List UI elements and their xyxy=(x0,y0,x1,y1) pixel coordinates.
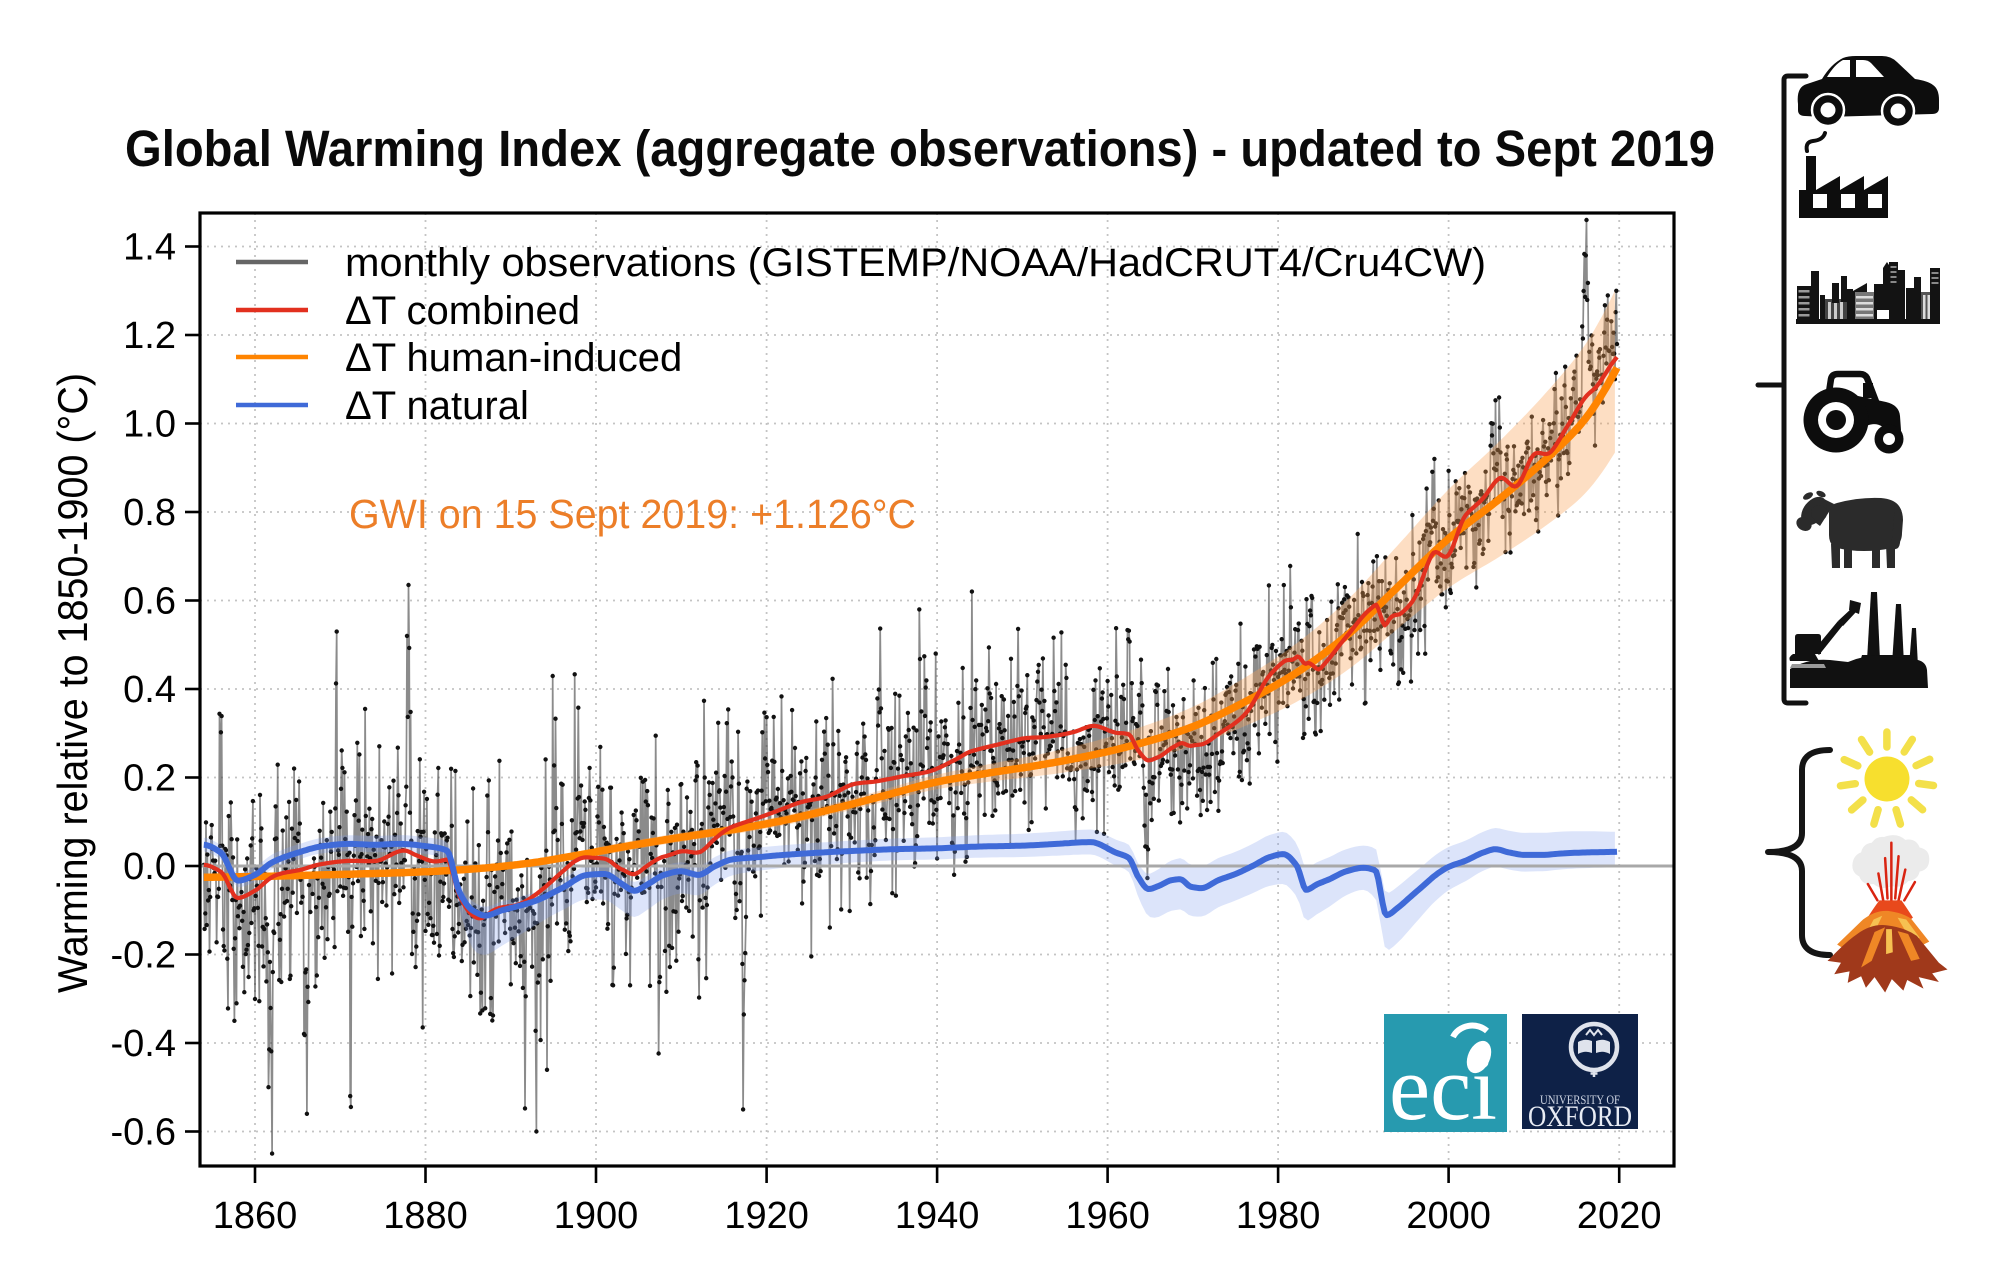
svg-text:Warming relative to 1850-1900: Warming relative to 1850-1900 (°C) xyxy=(49,373,96,993)
svg-text:ΔT natural: ΔT natural xyxy=(345,384,529,428)
svg-text:2000: 2000 xyxy=(1406,1195,1491,1237)
svg-text:0.2: 0.2 xyxy=(123,758,176,800)
svg-text:-0.4: -0.4 xyxy=(111,1023,176,1065)
svg-text:1.2: 1.2 xyxy=(123,315,176,357)
svg-text:0.8: 0.8 xyxy=(123,492,176,534)
svg-text:Global Warming Index (aggregat: Global Warming Index (aggregate observat… xyxy=(125,120,1715,177)
svg-text:2020: 2020 xyxy=(1577,1195,1662,1237)
svg-text:OXFORD: OXFORD xyxy=(1528,1100,1632,1133)
svg-text:1980: 1980 xyxy=(1236,1195,1321,1237)
svg-text:-0.2: -0.2 xyxy=(111,935,176,977)
svg-text:1.0: 1.0 xyxy=(123,404,176,446)
svg-text:1860: 1860 xyxy=(213,1195,298,1237)
svg-text:-0.6: -0.6 xyxy=(111,1112,176,1154)
svg-text:0.6: 0.6 xyxy=(123,581,176,623)
svg-text:GWI on 15 Sept 2019: +1.126°C: GWI on 15 Sept 2019: +1.126°C xyxy=(349,491,916,537)
svg-text:UNIVERSITY OF: UNIVERSITY OF xyxy=(1540,1093,1620,1107)
svg-text:1960: 1960 xyxy=(1065,1195,1150,1237)
svg-text:ΔT human-induced: ΔT human-induced xyxy=(345,336,682,380)
svg-text:0.4: 0.4 xyxy=(123,669,176,711)
svg-text:1880: 1880 xyxy=(383,1195,468,1237)
svg-text:ΔT combined: ΔT combined xyxy=(345,289,580,333)
svg-text:1900: 1900 xyxy=(554,1195,639,1237)
svg-text:monthly observations (GISTEMP/: monthly observations (GISTEMP/NOAA/HadCR… xyxy=(345,241,1486,285)
svg-text:1.4: 1.4 xyxy=(123,227,176,269)
svg-text:1920: 1920 xyxy=(724,1195,809,1237)
svg-text:1940: 1940 xyxy=(895,1195,980,1237)
svg-text:0.0: 0.0 xyxy=(123,846,176,888)
